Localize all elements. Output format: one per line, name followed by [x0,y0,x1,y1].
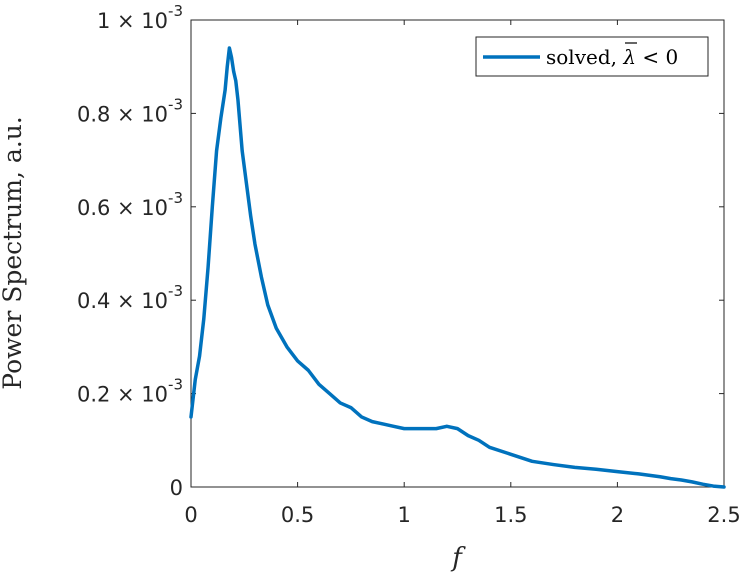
legend-lambda-symbol: λ [622,45,636,69]
x-axis-label: f [450,543,466,573]
y-tick-label: 0.2 × 10-3 [77,376,183,407]
x-tick-label: 2 [611,503,624,527]
x-tick-label: 1.5 [494,503,527,527]
plot-area [190,19,725,488]
x-tick-label: 1 [398,503,411,527]
y-tick-label: 1 × 10-3 [97,2,183,33]
series-layer [189,46,726,489]
series-line-solved [189,46,726,489]
x-tick-label: 2.5 [707,503,740,527]
x-tick-label: 0.5 [281,503,314,527]
legend: solved, λ < 0 [475,36,709,77]
y-tick-label: 0.4 × 10-3 [77,282,183,313]
legend-label: solved, λ < 0 [546,45,678,69]
y-tick-label: 0.6 × 10-3 [77,189,183,220]
y-tick-label: 0 [170,476,183,500]
y-tick-labels: 0 0.2 × 10-3 0.4 × 10-3 0.6 × 10-3 0.8 × 10-… [77,2,183,500]
y-tick-label: 0.8 × 10-3 [77,95,183,126]
x-tick-label: 0 [184,503,197,527]
x-tick-labels: 0 0.5 1 1.5 2 2.5 [184,503,740,527]
y-axis-label: Power Spectrum, a.u. [0,116,27,389]
